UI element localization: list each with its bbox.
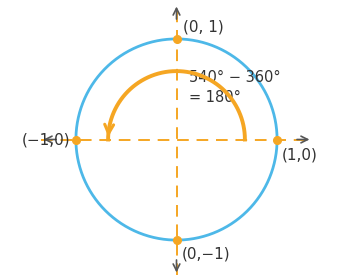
Text: (−1,0): (−1,0) [21,132,70,147]
Text: (0,−1): (0,−1) [181,246,230,261]
Text: 540° − 360°
= 180°: 540° − 360° = 180° [189,70,280,105]
Text: (0, 1): (0, 1) [183,20,223,35]
Text: (1,0): (1,0) [282,148,318,163]
